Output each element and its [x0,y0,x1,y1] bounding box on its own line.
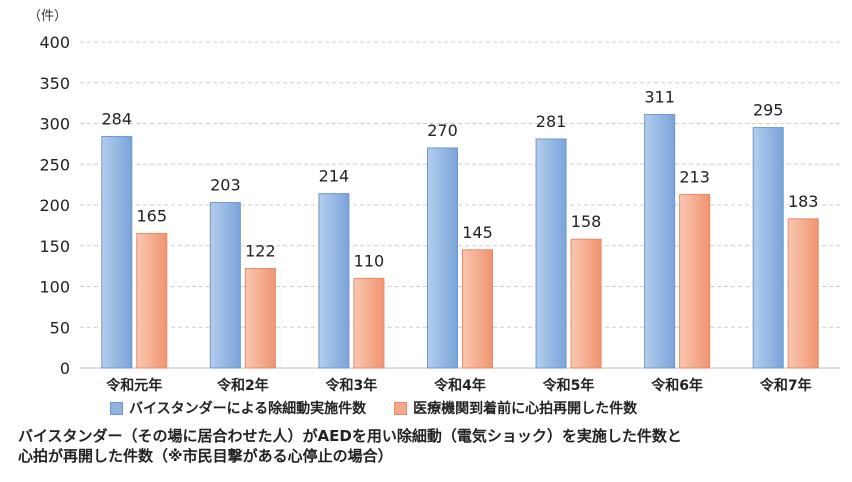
y-tick-label: 200 [39,196,70,215]
data-label-defibrillation: 284 [102,110,133,129]
bar-rosc [244,268,276,369]
y-tick-label: 0 [60,359,70,378]
legend-label-rosc: 医療機関到着前に心拍再開した件数 [413,401,638,417]
legend-item-rosc: 医療機関到着前に心拍再開した件数 [394,398,637,418]
bar-rosc [570,238,602,369]
y-tick-label: 350 [39,74,70,93]
bar-chart: （件） 0 50 100 150 200 250 300 350 400 284 165 203 12… [28,9,840,394]
chart-caption: バイスタンダー（その場に居合わせた人）がAEDを用い除細動（電気ショック）を実施… [18,426,838,466]
y-tick-label: 100 [39,278,70,297]
bars [101,114,819,369]
legend-label-defibrillation: バイスタンダーによる除細動実施件数 [129,401,367,417]
gridlines [80,41,840,369]
y-tick-label: 150 [39,237,70,256]
bar-defibrillation [209,202,241,369]
x-tick-label: 令和7年 [759,377,812,394]
y-tick-label: 250 [39,155,70,174]
bar-rosc [787,218,819,369]
data-label-rosc: 158 [571,212,602,231]
bar-defibrillation [644,114,676,369]
x-tick-label: 令和6年 [650,377,703,394]
bar-defibrillation [318,193,350,369]
data-label-defibrillation: 270 [427,121,458,140]
bar-defibrillation [752,127,784,369]
x-tick-label: 令和2年 [216,377,269,394]
data-label-defibrillation: 295 [753,101,784,120]
legend-item-defibrillation: バイスタンダーによる除細動実施件数 [110,398,366,418]
legend-swatch-orange [394,401,408,415]
data-label-rosc: 145 [462,223,493,242]
bar-defibrillation [101,136,133,369]
y-tick-label: 300 [39,115,70,134]
data-label-rosc: 122 [245,242,276,261]
data-label-defibrillation: 214 [319,167,350,186]
x-tick-label: 令和3年 [325,377,378,394]
bar-rosc [679,193,711,369]
bar-defibrillation [535,138,567,369]
x-tick-label: 令和元年 [105,377,162,394]
x-axis-ticks: 令和元年 令和2年 令和3年 令和4年 令和5年 令和6年 令和7年 [105,377,811,394]
caption-line-2: 心拍が再開した件数（※市民目撃がある心停止の場合） [18,447,393,465]
y-axis-ticks: 0 50 100 150 200 250 300 350 400 [39,33,70,378]
y-tick-label: 400 [39,33,70,52]
data-label-rosc: 165 [137,207,168,226]
y-tick-label: 50 [50,318,70,337]
bar-defibrillation [427,147,458,369]
bar-rosc [462,249,493,369]
caption-line-1: バイスタンダー（その場に居合わせた人）がAEDを用い除細動（電気ショック）を実施… [18,427,682,445]
x-tick-label: 令和4年 [433,377,486,394]
bar-rosc [353,277,385,369]
data-label-rosc: 110 [354,251,385,270]
data-label-rosc: 213 [679,167,710,186]
data-label-defibrillation: 203 [210,176,241,195]
y-axis-unit: （件） [28,9,67,24]
data-label-defibrillation: 311 [644,88,675,107]
x-tick-label: 令和5年 [542,377,595,394]
legend-swatch-blue [110,401,123,415]
data-labels: 284 165 203 122 214 110 270 145 281 158 311 213 295 1… [102,88,819,271]
data-label-rosc: 183 [788,192,819,211]
legend: バイスタンダーによる除細動実施件数 医療機関到着前に心拍再開した件数 [110,398,637,418]
bar-rosc [136,233,168,369]
data-label-defibrillation: 281 [536,112,567,131]
